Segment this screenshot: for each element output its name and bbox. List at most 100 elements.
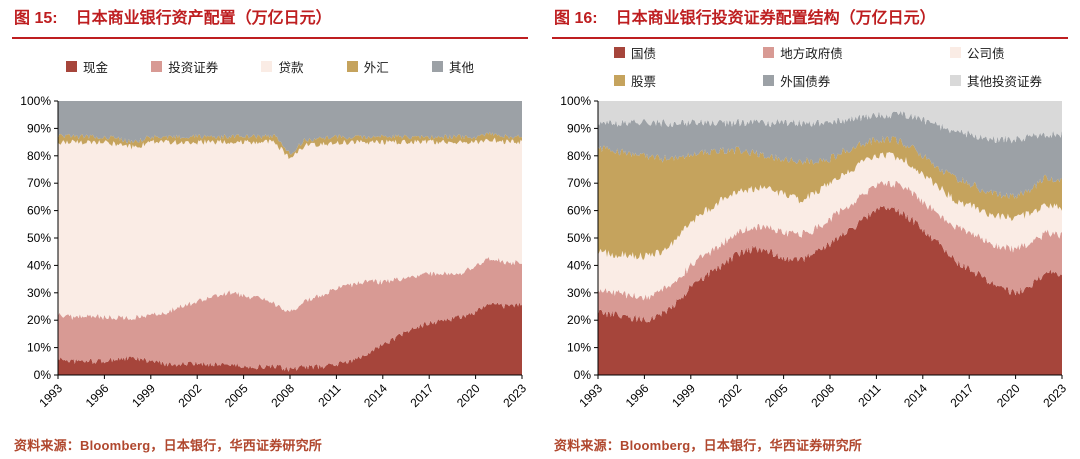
- figure-16-chart: 0% 10% 20% 30% 40% 50% 60% 70% 80% 90% 100% 1993 199…: [560, 94, 1068, 410]
- legend-item-外国债券: 外国债券: [763, 71, 843, 90]
- legend-swatch: [346, 60, 358, 72]
- y-tick-label: 100%: [20, 94, 51, 108]
- x-tick-label: 2002: [176, 381, 205, 410]
- x-tick-label: 2008: [808, 381, 837, 410]
- legend-label: 公司债: [966, 46, 1005, 61]
- x-tick-label: 1999: [129, 381, 158, 410]
- y-tick-label: 10%: [27, 341, 51, 355]
- y-tick-label: 20%: [27, 313, 51, 327]
- x-tick-label: 2011: [315, 381, 343, 409]
- y-tick-label: 40%: [27, 258, 51, 272]
- x-tick-label: 2011: [855, 381, 883, 409]
- y-tick-label: 40%: [567, 258, 591, 272]
- legend-label: 国债: [631, 46, 657, 61]
- x-tick-label: 2020: [454, 381, 483, 410]
- legend-label: 其他: [448, 60, 474, 75]
- y-tick-label: 20%: [567, 313, 591, 327]
- area-国债: [598, 205, 1062, 375]
- legend-swatch: [763, 74, 775, 86]
- figure-15-chart: 0% 10% 20% 30% 40% 50% 60% 70% 80% 90% 100% 1993 199…: [20, 94, 528, 410]
- x-tick-label: 1999: [669, 381, 698, 410]
- x-tick-label: 2005: [222, 381, 251, 410]
- x-tick-label: 2020: [994, 381, 1023, 410]
- figure-16-panel: 图 16: 日本商业银行投资证券配置结构（万亿日元） 国债 地方政府债 公司债股票 外…: [540, 0, 1080, 459]
- legend-item-投资证券: 投资证券: [151, 57, 218, 76]
- x-tick-label: 2014: [361, 381, 390, 410]
- figure-15-panel: 图 15: 日本商业银行资产配置（万亿日元） 现金 投资证券 贷款 外汇 其他 0% 10…: [12, 6, 528, 453]
- area-公司债: [598, 152, 1062, 301]
- figure-16-label: 图 16:: [554, 10, 598, 27]
- y-tick-label: 50%: [567, 231, 591, 245]
- legend-label: 贷款: [278, 60, 304, 75]
- y-tick-label: 0%: [34, 368, 52, 382]
- y-tick-label: 90%: [27, 121, 51, 135]
- figure-15-label: 图 15:: [14, 10, 58, 27]
- legend-swatch: [949, 46, 961, 58]
- x-tick-label: 1993: [576, 381, 605, 410]
- x-tick-label: 2005: [762, 381, 791, 410]
- y-tick-label: 70%: [27, 176, 51, 190]
- area-其他投资证券: [598, 101, 1062, 144]
- x-tick-label: 1996: [83, 381, 112, 410]
- legend-label: 外汇: [363, 60, 389, 75]
- area-现金: [58, 302, 522, 375]
- y-tick-label: 80%: [567, 149, 591, 163]
- legend-swatch: [151, 60, 163, 72]
- y-tick-label: 100%: [560, 94, 591, 108]
- figure-16-source: 资料来源：Bloomberg，日本银行，华西证券研究所: [554, 438, 863, 453]
- legend-item-国债: 国债: [614, 43, 656, 62]
- legend-swatch: [949, 74, 961, 86]
- x-tick-label: 2008: [268, 381, 297, 410]
- x-tick-label: 2023: [500, 381, 528, 410]
- legend-item-贷款: 贷款: [261, 57, 303, 76]
- legend-item-其他: 其他: [431, 57, 474, 76]
- figure-15-source: 资料来源：Bloomberg，日本银行，华西证券研究所: [14, 438, 323, 453]
- y-tick-label: 90%: [567, 121, 591, 135]
- area-贷款: [58, 137, 522, 321]
- figure-15-title: 日本商业银行资产配置（万亿日元）: [75, 10, 332, 27]
- area-外汇: [58, 131, 522, 160]
- y-tick-label: 60%: [567, 204, 591, 218]
- legend-swatch: [431, 60, 443, 72]
- area-其他: [58, 101, 522, 155]
- area-地方政府债: [598, 180, 1062, 323]
- figure-16-title: 日本商业银行投资证券配置结构（万亿日元）: [615, 10, 936, 27]
- legend-row: 现金 投资证券 贷款 外汇 其他: [12, 57, 528, 76]
- x-tick-label: 1996: [623, 381, 652, 410]
- x-tick-label: 2002: [716, 381, 745, 410]
- y-tick-label: 30%: [567, 286, 591, 300]
- area-外国债券: [598, 110, 1062, 199]
- legend-label: 现金: [83, 60, 109, 75]
- legend-item-股票: 股票: [614, 71, 656, 90]
- legend-label: 外国债券: [780, 74, 831, 89]
- legend-swatch: [261, 60, 273, 72]
- figure-16-legend: 国债 地方政府债 公司债股票 外国债券 其他投资证券: [552, 39, 1068, 93]
- legend-label: 股票: [631, 74, 657, 89]
- legend-item-现金: 现金: [66, 57, 108, 76]
- legend-swatch: [614, 46, 625, 58]
- y-tick-label: 50%: [27, 231, 51, 245]
- y-tick-label: 60%: [27, 204, 51, 218]
- x-tick-label: 2014: [901, 381, 930, 410]
- figure-15-header: 图 15: 日本商业银行资产配置（万亿日元）: [12, 6, 528, 39]
- area-投资证券: [58, 256, 522, 372]
- x-tick-label: 2017: [948, 381, 977, 410]
- legend-item-其他投资证券: 其他投资证券: [949, 71, 1042, 90]
- legend-item-公司债: 公司债: [949, 43, 1042, 62]
- legend-swatch: [614, 74, 625, 86]
- legend-label: 地方政府债: [780, 46, 843, 61]
- x-tick-label: 2023: [1040, 381, 1068, 410]
- legend-swatch: [66, 60, 77, 72]
- figure-16-header: 图 16: 日本商业银行投资证券配置结构（万亿日元）: [552, 6, 1068, 39]
- legend-label: 投资证券: [168, 60, 219, 75]
- area-股票: [598, 135, 1062, 261]
- legend-label: 其他投资证券: [966, 74, 1042, 89]
- legend-item-外汇: 外汇: [346, 57, 389, 76]
- y-tick-label: 0%: [574, 368, 592, 382]
- y-tick-label: 10%: [567, 341, 591, 355]
- y-tick-label: 80%: [27, 149, 51, 163]
- figure-15-legend: 现金 投资证券 贷款 外汇 其他: [12, 39, 528, 93]
- x-tick-label: 2017: [408, 381, 437, 410]
- legend-swatch: [763, 46, 775, 58]
